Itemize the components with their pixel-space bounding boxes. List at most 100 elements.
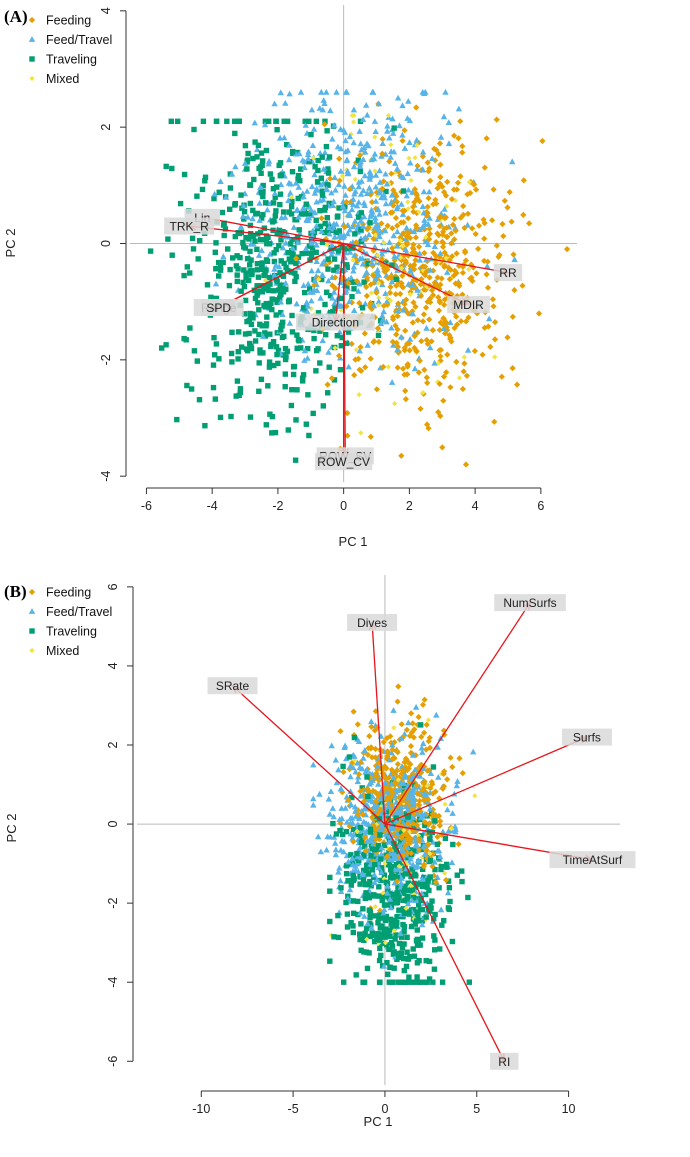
point-feeding [453, 313, 460, 320]
point-traveling [236, 329, 242, 335]
point-feeding [432, 157, 439, 164]
point-feed-travel [352, 188, 359, 194]
point-feeding [539, 137, 546, 145]
point-feed-travel [368, 718, 375, 725]
point-feeding [455, 135, 462, 142]
point-mixed [395, 777, 401, 783]
point-traveling [425, 877, 431, 884]
point-feed-travel [355, 221, 362, 228]
point-feed-travel [265, 160, 272, 167]
point-feeding [399, 832, 406, 839]
point-traveling [222, 226, 229, 232]
point-traveling [270, 200, 277, 206]
point-feed-travel [368, 156, 375, 163]
point-mixed [419, 854, 425, 860]
point-traveling [400, 188, 407, 194]
point-feeding [437, 346, 444, 354]
point-feed-travel [380, 308, 387, 315]
point-traveling [412, 921, 418, 927]
point-traveling [387, 964, 393, 971]
point-feeding [398, 770, 405, 777]
point-traveling [432, 911, 438, 918]
point-feed-travel [361, 805, 368, 812]
point-traveling [411, 894, 417, 901]
point-mixed [372, 904, 378, 910]
point-feed-travel [328, 251, 335, 257]
point-feed-travel [293, 300, 300, 307]
point-traveling [231, 118, 238, 124]
point-feeding [464, 210, 472, 217]
point-traveling [419, 935, 426, 941]
point-traveling [292, 270, 298, 276]
point-traveling [336, 205, 342, 211]
point-feeding [411, 266, 418, 273]
point-feed-travel [396, 866, 403, 872]
point-feed-travel [412, 837, 419, 844]
point-feeding [372, 708, 379, 715]
scatter-points [147, 88, 571, 468]
point-traveling [200, 118, 207, 124]
point-feed-travel [364, 111, 371, 118]
point-feeding [427, 177, 434, 184]
legend-marker [28, 16, 36, 24]
point-feed-travel [394, 228, 401, 235]
point-feeding [519, 282, 526, 289]
point-feed-travel [350, 831, 357, 838]
point-feed-travel [318, 88, 325, 95]
point-feeding [417, 281, 424, 288]
point-feed-travel [437, 250, 444, 256]
point-feeding [399, 272, 406, 279]
point-feeding [409, 720, 416, 727]
point-traveling [367, 909, 374, 915]
point-traveling [352, 279, 358, 285]
point-feed-travel [420, 209, 427, 216]
point-traveling [367, 829, 374, 835]
point-traveling [408, 923, 415, 930]
y-tick-label: 6 [106, 583, 120, 590]
point-feed-travel [367, 213, 374, 219]
point-traveling [272, 194, 278, 201]
point-traveling [268, 341, 274, 348]
point-feeding [383, 787, 390, 794]
point-traveling [235, 118, 241, 124]
point-traveling [389, 943, 396, 949]
point-traveling [426, 887, 432, 894]
y-tick-label: -4 [106, 977, 120, 988]
point-traveling [367, 220, 373, 226]
point-feed-travel [399, 131, 406, 138]
point-feeding [432, 252, 439, 259]
point-feeding [453, 270, 460, 277]
point-traveling [295, 336, 302, 343]
point-feed-travel [282, 239, 289, 246]
vector-label-box [315, 453, 373, 471]
point-feed-travel [382, 830, 389, 837]
point-traveling [348, 852, 354, 858]
point-feed-travel [401, 145, 409, 151]
point-feeding [389, 746, 396, 753]
point-traveling [346, 754, 353, 760]
point-mixed [375, 252, 381, 258]
point-feed-travel [431, 858, 438, 865]
point-feed-travel [299, 205, 307, 212]
point-feed-travel [363, 102, 370, 108]
point-feed-travel [345, 169, 352, 176]
point-feed-travel [348, 274, 355, 281]
point-feed-travel [399, 847, 407, 854]
point-traveling [259, 289, 266, 295]
point-traveling [245, 150, 251, 157]
point-feeding [457, 173, 464, 180]
point-traveling [241, 283, 248, 290]
point-feeding [386, 794, 393, 801]
point-feeding [389, 755, 396, 763]
point-traveling [257, 347, 263, 353]
point-traveling [303, 421, 309, 427]
point-feeding [440, 321, 447, 328]
point-traveling [330, 820, 336, 827]
point-feed-travel [368, 924, 375, 931]
point-feeding [475, 222, 483, 229]
point-feed-travel [316, 790, 323, 797]
point-traveling [344, 911, 351, 917]
point-feed-travel [310, 795, 317, 802]
point-feed-travel [351, 803, 359, 810]
